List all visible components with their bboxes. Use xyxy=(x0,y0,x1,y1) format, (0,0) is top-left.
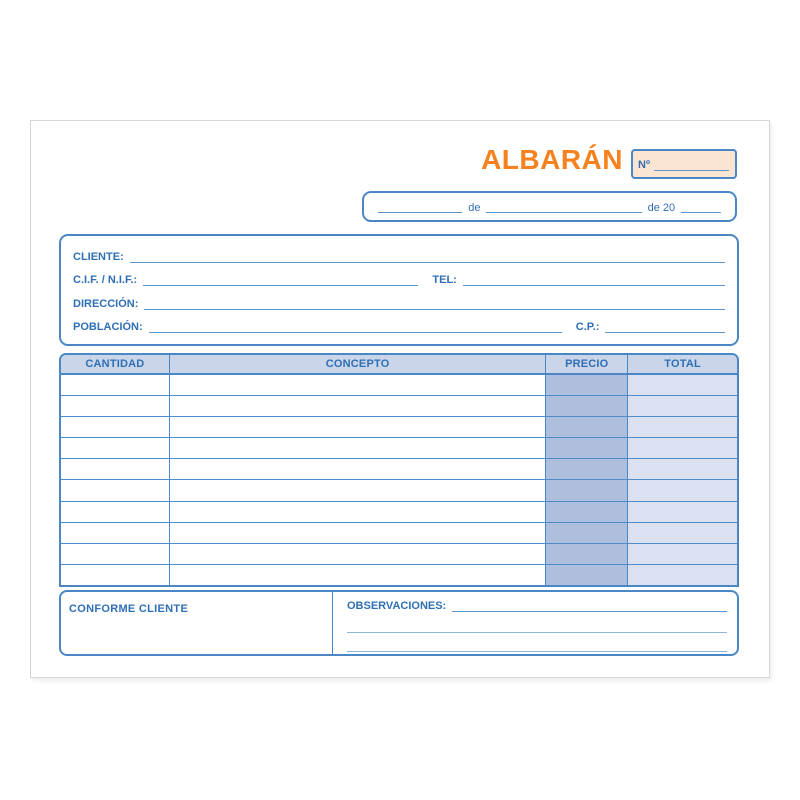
cell-cantidad xyxy=(61,564,170,585)
column-header-precio: PRECIO xyxy=(546,355,629,373)
items-table: CANTIDAD CONCEPTO PRECIO TOTAL xyxy=(59,353,739,587)
cell-total xyxy=(628,564,737,585)
cell-cantidad xyxy=(61,543,170,564)
client-info-box: CLIENTE: C.I.F. / N.I.F.: TEL: DIRECCIÓN… xyxy=(59,234,739,346)
number-label: Nº xyxy=(638,159,650,171)
poblacion-write-in-line xyxy=(148,323,562,333)
date-box: de de 20 xyxy=(362,191,737,222)
column-header-cantidad: CANTIDAD xyxy=(61,355,170,373)
cell-cantidad xyxy=(61,396,170,417)
cell-concepto xyxy=(170,375,547,396)
observaciones-write-in-line-2 xyxy=(347,632,727,633)
cell-concepto xyxy=(170,459,547,480)
table-row xyxy=(61,396,737,418)
observaciones-row: OBSERVACIONES: xyxy=(347,600,727,612)
cell-concepto xyxy=(170,522,547,543)
cell-precio xyxy=(546,564,629,585)
cell-total xyxy=(628,543,737,564)
cell-cantidad xyxy=(61,375,170,396)
form-title: ALBARÁN xyxy=(481,144,623,175)
cell-concepto xyxy=(170,480,547,501)
number-box: Nº xyxy=(631,149,737,179)
poblacion-cp-row: POBLACIÓN: C.P.: xyxy=(73,315,725,333)
cell-concepto xyxy=(170,396,547,417)
cliente-row: CLIENTE: xyxy=(73,245,725,264)
cliente-write-in-line xyxy=(129,253,725,264)
column-header-total: TOTAL xyxy=(664,358,701,370)
date-day-line xyxy=(378,203,463,213)
table-row xyxy=(61,438,737,460)
cell-total xyxy=(628,522,737,543)
cell-cantidad xyxy=(61,480,170,501)
column-header-concepto: CONCEPTO xyxy=(170,355,547,373)
albaran-form-page: ALBARÁN Nº de de 20 CLIENTE: C.I.F. / N.… xyxy=(30,120,770,678)
cif-tel-row: C.I.F. / N.I.F.: TEL: xyxy=(73,268,725,287)
date-connector-de: de xyxy=(468,202,481,214)
cp-label: C.P.: xyxy=(575,320,600,333)
cell-precio xyxy=(546,459,629,480)
cell-total xyxy=(628,417,737,438)
number-write-in-line xyxy=(653,157,729,171)
table-row xyxy=(61,375,737,397)
cell-precio xyxy=(546,522,629,543)
cell-total xyxy=(628,375,737,396)
table-row xyxy=(61,564,737,585)
cell-concepto xyxy=(170,438,547,459)
conforme-cliente-label: CONFORME CLIENTE xyxy=(69,603,189,615)
cell-concepto xyxy=(170,564,547,585)
cell-total xyxy=(628,501,737,522)
cell-precio xyxy=(546,543,629,564)
conforme-cliente-signature-area: CONFORME CLIENTE xyxy=(61,592,333,654)
table-body xyxy=(61,375,737,585)
cell-precio xyxy=(546,375,629,396)
observaciones-label: OBSERVACIONES: xyxy=(347,600,447,612)
cell-cantidad xyxy=(61,522,170,543)
cell-total xyxy=(628,438,737,459)
tel-write-in-line xyxy=(462,276,725,287)
direccion-label: DIRECCIÓN: xyxy=(73,297,139,310)
date-year-line xyxy=(681,203,721,213)
table-row xyxy=(61,501,737,523)
cell-concepto xyxy=(170,501,547,522)
cell-precio xyxy=(546,438,629,459)
cell-cantidad xyxy=(61,438,170,459)
table-row xyxy=(61,480,737,502)
table-row xyxy=(61,459,737,481)
date-month-line xyxy=(486,203,642,213)
cp-write-in-line xyxy=(605,323,725,333)
table-header-row: CANTIDAD CONCEPTO PRECIO TOTAL xyxy=(61,355,737,375)
date-connector-de-20: de 20 xyxy=(647,202,676,214)
cell-total xyxy=(628,396,737,417)
cell-concepto xyxy=(170,417,547,438)
cif-nif-label: C.I.F. / N.I.F.: xyxy=(73,274,138,287)
observaciones-area: OBSERVACIONES: xyxy=(333,592,737,654)
cif-nif-write-in-line xyxy=(143,276,419,287)
cell-total xyxy=(628,480,737,501)
table-row xyxy=(61,522,737,544)
cliente-label: CLIENTE: xyxy=(73,251,124,264)
table-row xyxy=(61,417,737,439)
cell-cantidad xyxy=(61,459,170,480)
tel-label: TEL: xyxy=(432,274,457,287)
cell-cantidad xyxy=(61,501,170,522)
cell-precio xyxy=(546,396,629,417)
cell-precio xyxy=(546,417,629,438)
observaciones-write-in-line-3 xyxy=(347,651,727,652)
cell-cantidad xyxy=(61,417,170,438)
observaciones-write-in-line-1 xyxy=(452,602,727,612)
cell-total xyxy=(628,459,737,480)
table-row xyxy=(61,543,737,565)
direccion-write-in-line xyxy=(144,300,725,310)
footer-box: CONFORME CLIENTE OBSERVACIONES: xyxy=(59,590,739,656)
cell-precio xyxy=(546,501,629,522)
cell-concepto xyxy=(170,543,547,564)
poblacion-label: POBLACIÓN: xyxy=(73,320,143,333)
direccion-row: DIRECCIÓN: xyxy=(73,292,725,310)
cell-precio xyxy=(546,480,629,501)
